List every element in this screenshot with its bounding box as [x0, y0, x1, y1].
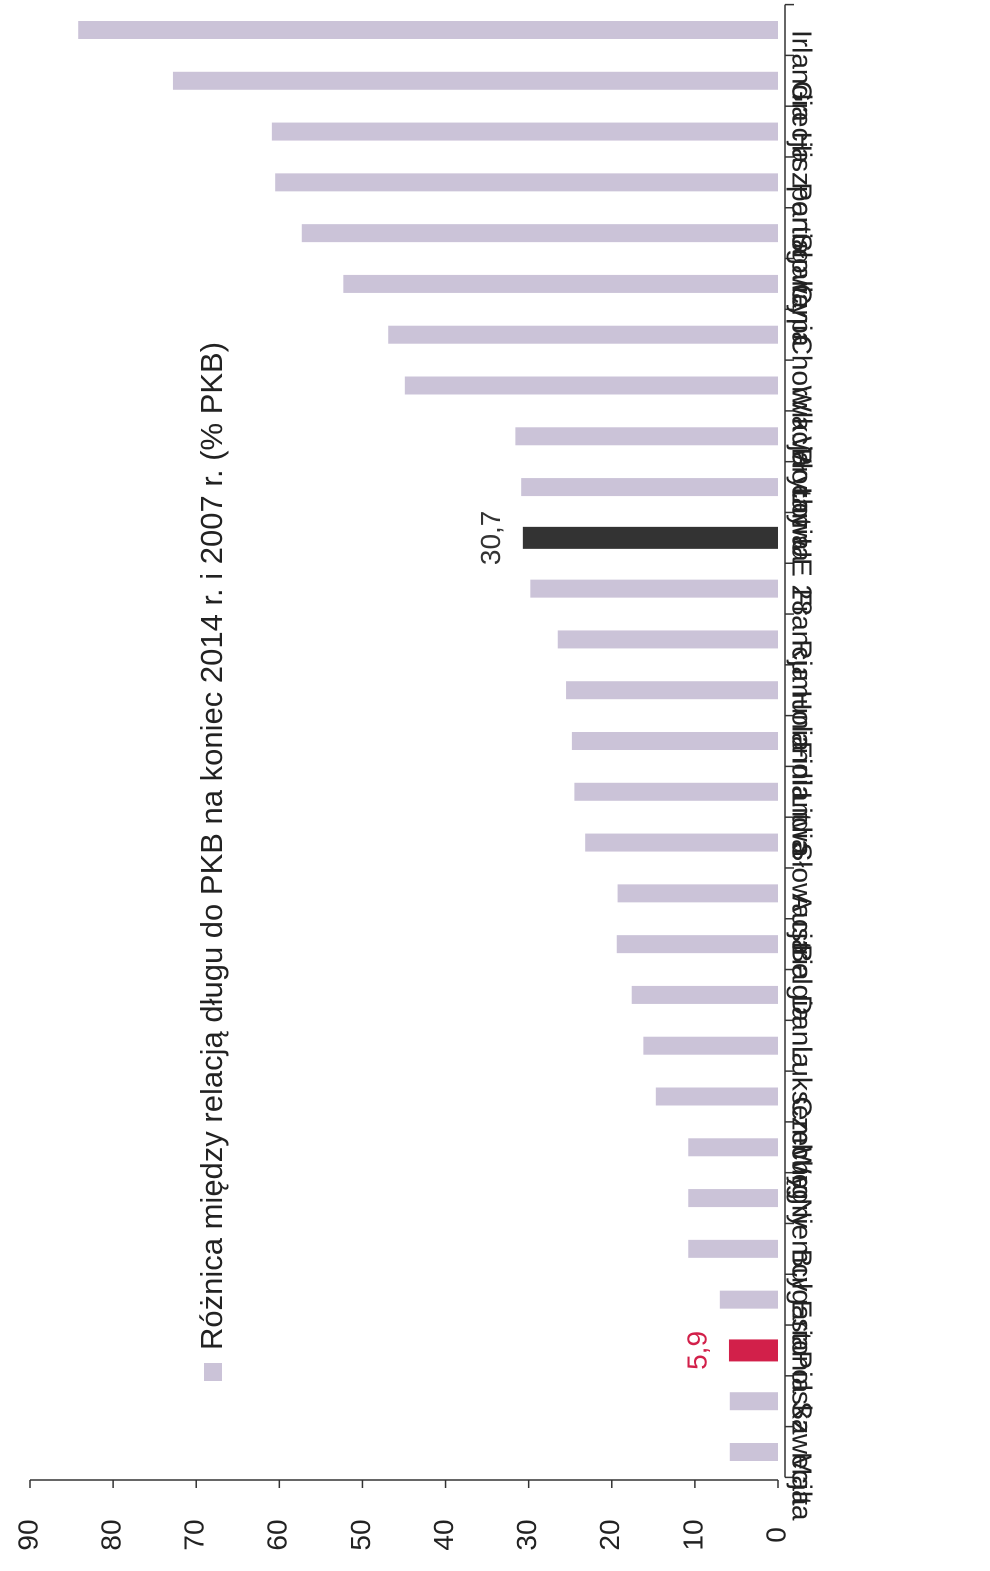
bar: [521, 478, 778, 497]
bar: [78, 21, 778, 39]
legend-swatch: [204, 1363, 222, 1381]
y-tick-label: 0: [760, 1527, 791, 1543]
x-tick-label: Węgry: [787, 1147, 818, 1228]
x-tick-label: Francja: [787, 589, 818, 683]
bar: [522, 526, 778, 549]
x-tick-label: Holandia: [787, 690, 818, 801]
bar: [574, 782, 778, 801]
bar: [271, 122, 778, 141]
bar: [404, 376, 778, 395]
data-label: 30,7: [475, 511, 506, 566]
bar: [655, 1087, 778, 1106]
bar: [172, 71, 778, 90]
y-tick-label: 70: [179, 1519, 210, 1550]
bar: [571, 732, 778, 750]
bar: [275, 173, 778, 192]
bar: [566, 681, 778, 700]
y-tick-label: 30: [511, 1519, 542, 1550]
y-tick-label: 50: [345, 1519, 376, 1550]
bar: [643, 1036, 778, 1055]
bar: [688, 1239, 778, 1258]
x-tick-label: Bułgaria: [787, 1249, 818, 1352]
x-tick-label: Chorwacja: [787, 335, 818, 468]
y-tick-label: 40: [428, 1519, 459, 1550]
x-tick-label: Malta: [787, 1452, 818, 1521]
legend-label: Różnica między relacją długu do PKB na k…: [194, 342, 229, 1350]
x-tick-label: Słowacja: [787, 843, 818, 955]
y-tick-label: 90: [12, 1519, 43, 1550]
x-tick-label: Luksemburg: [787, 1046, 818, 1200]
x-tick-label: Dania: [787, 995, 818, 1069]
x-tick-label: Austria: [787, 893, 818, 981]
bar: [530, 579, 778, 598]
bar: [729, 1392, 778, 1411]
bar: [688, 1138, 778, 1157]
x-tick-label: Polska: [787, 1350, 818, 1434]
bar: [617, 884, 778, 903]
bar: [631, 985, 778, 1004]
bar: [585, 833, 778, 852]
y-tick-label: 60: [262, 1519, 293, 1550]
x-tick-label: UE 28: [787, 538, 818, 616]
x-tick-label: Słowenia: [787, 233, 818, 347]
y-tick-label: 10: [677, 1519, 708, 1550]
bar: [719, 1290, 778, 1309]
x-tick-label: Szwecja: [787, 1401, 818, 1506]
x-tick-label: Finlandia: [787, 741, 818, 855]
bar: [343, 274, 778, 293]
bar: [557, 630, 778, 649]
x-tick-label: Rumunia: [787, 639, 818, 751]
bar: [616, 935, 778, 954]
bar: [729, 1443, 778, 1461]
x-tick-label: Portugalia: [787, 182, 818, 309]
x-tick-label: Wlk. Brytania: [787, 386, 818, 551]
y-tick-label: 20: [594, 1519, 625, 1550]
x-tick-label: Czechy: [787, 1097, 818, 1190]
data-label: 5,9: [681, 1331, 712, 1370]
bar: [388, 325, 778, 344]
x-tick-label: Grecja: [787, 81, 818, 164]
x-tick-label: Łotwa: [787, 487, 818, 562]
bar: [301, 224, 778, 243]
x-tick-label: Hiszpania: [787, 132, 818, 255]
bar: [728, 1339, 778, 1362]
bar: [688, 1189, 778, 1208]
x-tick-label: Belgia: [787, 944, 818, 1022]
x-tick-label: Niemcy: [787, 1198, 818, 1291]
bar: [515, 427, 778, 446]
x-tick-label: Estonia: [787, 1300, 818, 1394]
x-tick-label: Włochy: [787, 436, 818, 528]
y-tick-label: 80: [96, 1519, 127, 1550]
x-tick-label: Litwa: [787, 792, 818, 858]
x-tick-label: Irlandia: [787, 30, 818, 122]
x-tick-label: Cypr: [787, 284, 818, 343]
